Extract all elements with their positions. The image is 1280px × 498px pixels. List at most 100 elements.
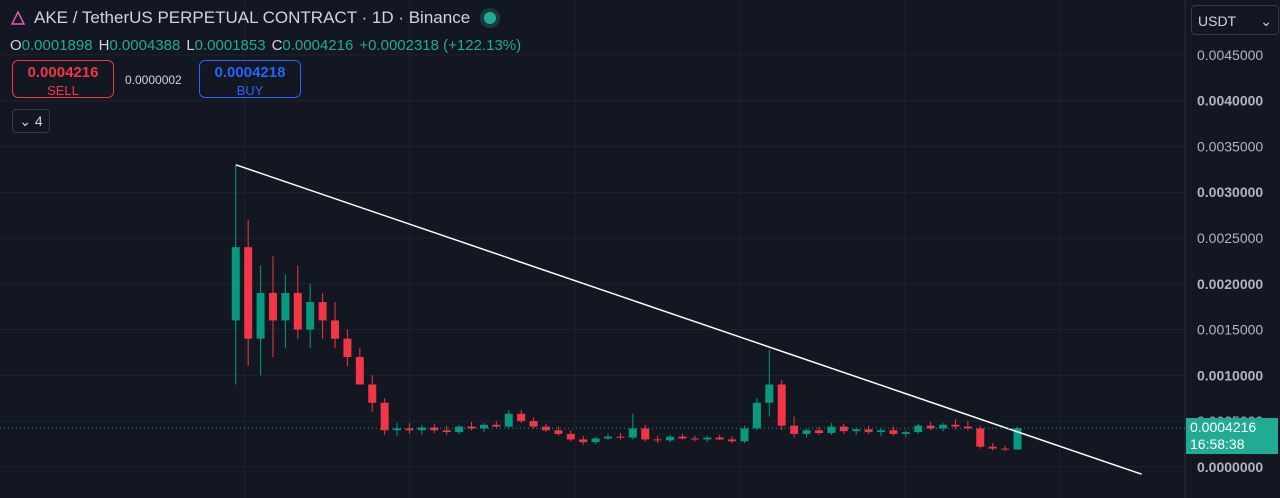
vertical-grid: [244, 0, 1061, 498]
buy-button[interactable]: 0.0004218 BUY: [199, 60, 301, 98]
y-tick-label: 0.0045000: [1197, 47, 1263, 63]
price-tag: 0.0004216 16:58:38: [1186, 418, 1278, 455]
candle-body: [281, 292, 290, 321]
countdown: 16:58:38: [1190, 436, 1245, 453]
currency: USDT: [1198, 13, 1237, 29]
y-tick-label: 0.0025000: [1197, 230, 1263, 246]
ohlc-value: 0.0004216: [282, 37, 354, 54]
candle-body: [343, 338, 352, 358]
candle-body: [728, 439, 737, 442]
candle-body: [517, 413, 526, 422]
candle-body: [566, 433, 575, 440]
candle-body: [492, 424, 501, 427]
candle-body: [244, 247, 253, 339]
spread: 0.0000002: [125, 73, 182, 87]
candle-body: [653, 439, 662, 441]
candle-body: [442, 430, 451, 433]
candle-body: [430, 427, 439, 431]
candle-body: [839, 426, 848, 432]
sell-button[interactable]: 0.0004216 SELL: [12, 60, 114, 98]
candle-body: [616, 436, 625, 438]
candle-body: [889, 430, 898, 434]
ohlc-key: C: [271, 37, 283, 54]
trendline: [235, 164, 1142, 475]
ohlc-key: H: [98, 37, 110, 54]
y-tick-label: 0.0020000: [1197, 276, 1263, 292]
candle-body: [529, 421, 538, 427]
ohlc-value: 0.0001853: [194, 37, 266, 54]
candle-body: [963, 426, 972, 429]
symbol-title: AKE / TetherUS PERPETUAL CONTRACT · 1D ·…: [34, 8, 471, 27]
candle-body: [256, 292, 265, 339]
candle-body: [331, 320, 340, 339]
candle-body: [715, 437, 724, 440]
candle-body: [467, 426, 476, 429]
candle-body: [405, 428, 414, 431]
candle-body: [703, 437, 712, 440]
candle-body: [914, 425, 923, 433]
candle-body: [479, 424, 488, 429]
buy-price: 0.0004218: [214, 64, 286, 81]
candle-body: [355, 357, 364, 385]
candle-body: [1013, 428, 1022, 450]
candle-body: [864, 429, 873, 433]
y-tick-label: 0.0010000: [1197, 367, 1263, 383]
candle-body: [752, 402, 761, 429]
candle-body: [628, 428, 637, 438]
candle-body: [876, 430, 885, 433]
ohlc-key: L: [186, 37, 195, 54]
y-tick-label: 0.0035000: [1197, 138, 1263, 154]
price-tag-value: 0.0004216: [1190, 419, 1257, 436]
candle-body: [802, 430, 811, 434]
candle-body: [231, 247, 240, 321]
indicators-count: 4: [34, 113, 43, 129]
candle-body: [901, 432, 910, 434]
sell-price: 0.0004216: [27, 64, 99, 81]
candle-body: [641, 428, 650, 440]
candle-body: [1001, 448, 1010, 450]
y-tick-label: 0.0030000: [1197, 184, 1263, 200]
candle-body: [988, 446, 997, 449]
ohlc-value: 0.0004388: [109, 37, 181, 54]
candle-body: [852, 429, 861, 432]
symbol-icon: [10, 10, 26, 25]
candle-body: [827, 426, 836, 434]
candle-body: [268, 292, 277, 321]
candle-body: [591, 438, 600, 443]
candle-body: [765, 384, 774, 403]
candle-body: [666, 436, 675, 441]
candle-body: [976, 428, 985, 447]
candle-body: [790, 425, 799, 434]
buy-label: BUY: [236, 83, 264, 98]
candle-body: [306, 302, 315, 330]
status-dot: [484, 12, 497, 24]
candle-body: [579, 439, 588, 443]
candle-body: [318, 302, 327, 321]
candle-body: [926, 425, 935, 429]
ohlc-key: O: [10, 37, 22, 54]
symbol-header: AKE / TetherUS PERPETUAL CONTRACT · 1D ·…: [10, 8, 497, 28]
candle-body: [393, 428, 402, 431]
currency-select[interactable]: USDT ⌄: [1191, 5, 1279, 35]
y-tick-label: 0.0040000: [1197, 93, 1263, 109]
candle-body: [455, 426, 464, 433]
y-tick-label: 0.0015000: [1197, 322, 1263, 338]
candle-body: [951, 424, 960, 427]
candle-body: [417, 427, 426, 431]
candle-body: [690, 438, 699, 440]
change: +0.0002318 (+122.13%): [359, 37, 522, 54]
ohlc-value: 0.0001898: [21, 37, 93, 54]
candle-body: [380, 402, 389, 431]
candle-body: [604, 436, 613, 439]
candle-body: [554, 430, 563, 434]
candle-body: [678, 436, 687, 439]
candle-body: [777, 384, 786, 426]
candle-body: [939, 424, 948, 429]
candle-body: [541, 426, 550, 431]
sell-label: SELL: [47, 83, 79, 98]
candle-body: [740, 428, 749, 442]
indicators-dropdown[interactable]: ⌄ 4: [12, 109, 50, 133]
candle-body: [368, 384, 377, 403]
